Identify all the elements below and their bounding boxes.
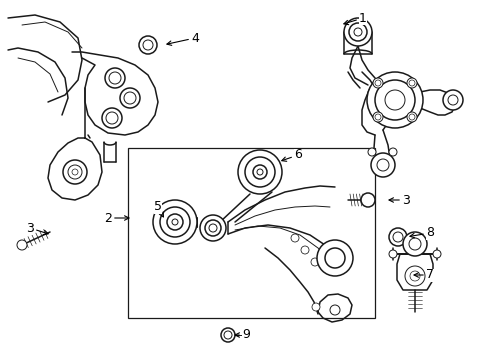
Circle shape xyxy=(330,305,340,315)
Text: 7: 7 xyxy=(414,269,434,282)
Text: 1: 1 xyxy=(344,12,367,25)
Text: 8: 8 xyxy=(410,226,434,239)
Circle shape xyxy=(373,112,383,122)
Circle shape xyxy=(291,234,299,242)
Circle shape xyxy=(389,228,407,246)
Text: 5: 5 xyxy=(154,201,163,217)
Circle shape xyxy=(105,68,125,88)
Circle shape xyxy=(407,112,417,122)
Circle shape xyxy=(344,18,372,46)
Circle shape xyxy=(368,148,376,156)
Circle shape xyxy=(389,250,397,258)
Circle shape xyxy=(407,78,417,88)
Circle shape xyxy=(153,200,197,244)
Circle shape xyxy=(238,150,282,194)
Circle shape xyxy=(317,240,353,276)
Circle shape xyxy=(120,88,140,108)
Circle shape xyxy=(312,303,320,311)
Circle shape xyxy=(311,258,319,266)
Circle shape xyxy=(371,153,395,177)
Circle shape xyxy=(140,37,156,53)
Text: 9: 9 xyxy=(235,328,250,342)
Circle shape xyxy=(301,246,309,254)
Text: 3: 3 xyxy=(26,221,48,235)
Circle shape xyxy=(17,240,27,250)
Circle shape xyxy=(443,90,463,110)
Circle shape xyxy=(63,160,87,184)
Circle shape xyxy=(367,72,423,128)
Circle shape xyxy=(361,193,375,207)
Text: 6: 6 xyxy=(282,148,302,162)
Circle shape xyxy=(373,78,383,88)
Circle shape xyxy=(403,232,427,256)
Circle shape xyxy=(221,328,235,342)
Circle shape xyxy=(389,148,397,156)
Circle shape xyxy=(433,250,441,258)
Bar xyxy=(128,148,375,318)
Text: 2: 2 xyxy=(104,211,129,225)
Circle shape xyxy=(405,266,425,286)
Circle shape xyxy=(139,36,157,54)
Circle shape xyxy=(200,215,226,241)
Text: 4: 4 xyxy=(167,31,199,45)
Circle shape xyxy=(102,108,122,128)
Text: 3: 3 xyxy=(389,194,410,207)
